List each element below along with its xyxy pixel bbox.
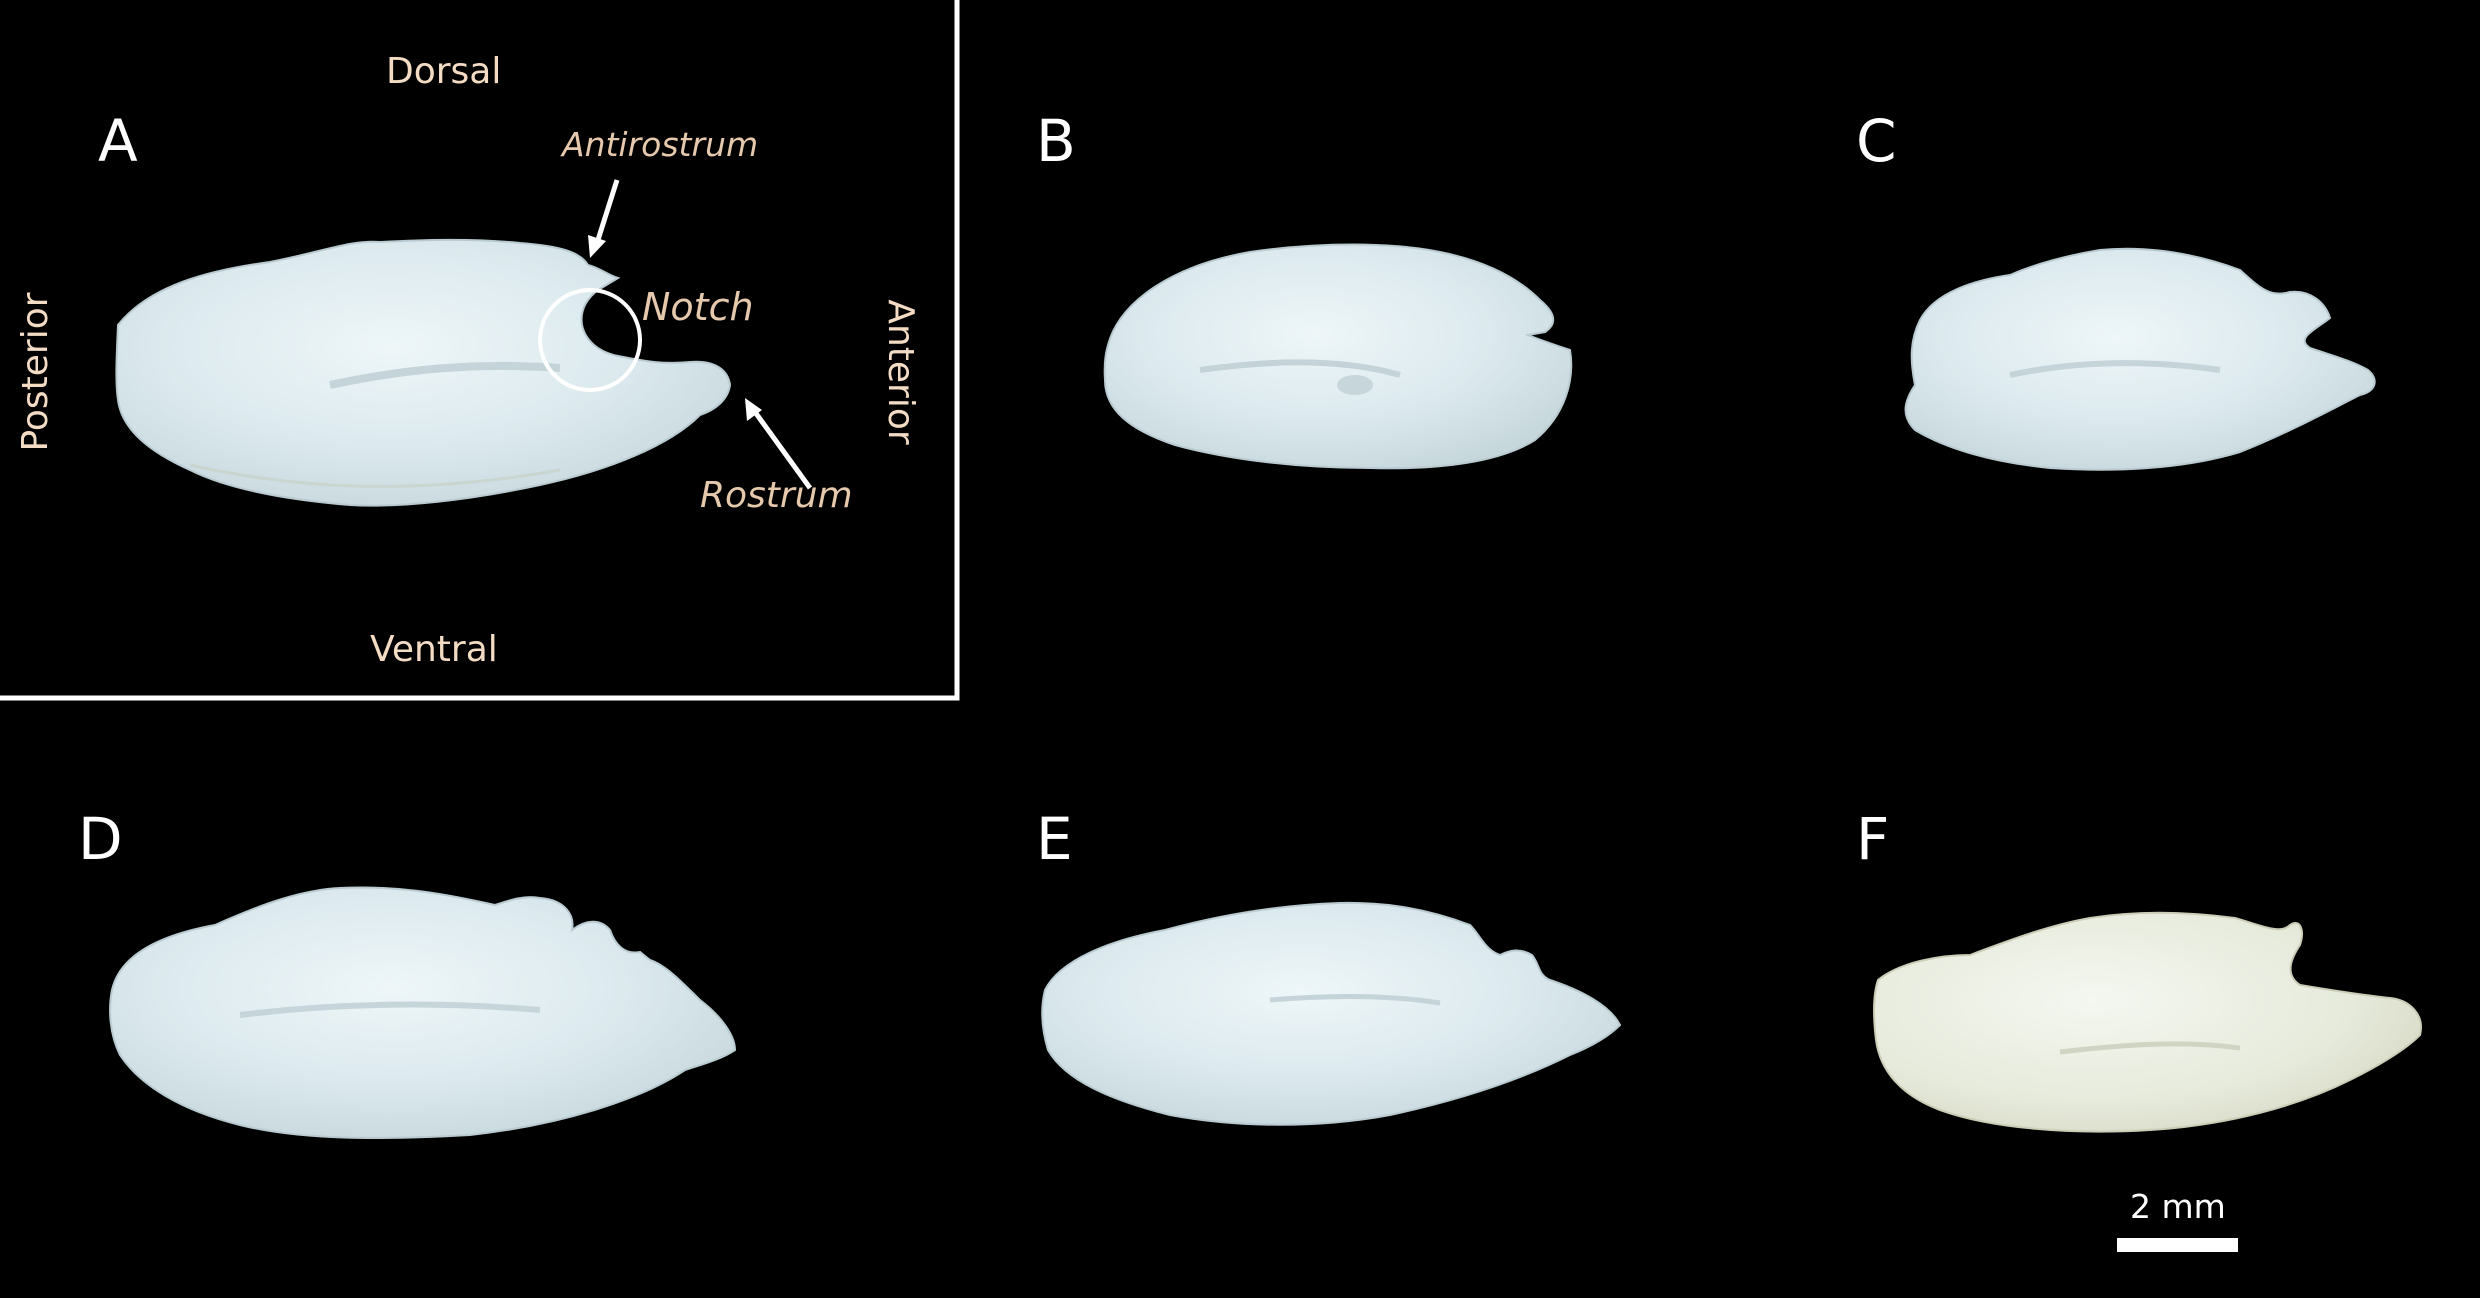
panel-label-b: B: [1036, 107, 1076, 175]
panel-label-d: D: [78, 805, 123, 873]
otolith-d: [109, 886, 737, 1139]
otolith-f: [1872, 911, 2422, 1133]
rostrum-arrow: [745, 398, 813, 490]
panel-label-a: A: [98, 107, 138, 175]
otolith-a: [115, 238, 732, 507]
notch-label: Notch: [642, 285, 754, 329]
otolith-c: [1904, 247, 2376, 471]
notch-circle: [538, 288, 642, 392]
panel-a-frame: [0, 0, 960, 701]
dorsal-label: Dorsal: [386, 51, 502, 92]
antirostrum-arrow: [588, 179, 620, 258]
posterior-label: Posterior: [15, 292, 56, 452]
panel-label-c: C: [1856, 107, 1897, 175]
otolith-e: [1041, 901, 1622, 1126]
anterior-label: Anterior: [880, 299, 921, 445]
otolith-b: [1103, 243, 1573, 470]
scale-bar-label: 2 mm: [2130, 1187, 2226, 1226]
panel-label-e: E: [1036, 805, 1073, 873]
scale-bar: [2117, 1238, 2238, 1252]
panel-label-f: F: [1856, 805, 1890, 873]
antirostrum-label: Antirostrum: [562, 125, 759, 164]
rostrum-label: Rostrum: [700, 475, 853, 516]
ventral-label: Ventral: [370, 629, 498, 670]
